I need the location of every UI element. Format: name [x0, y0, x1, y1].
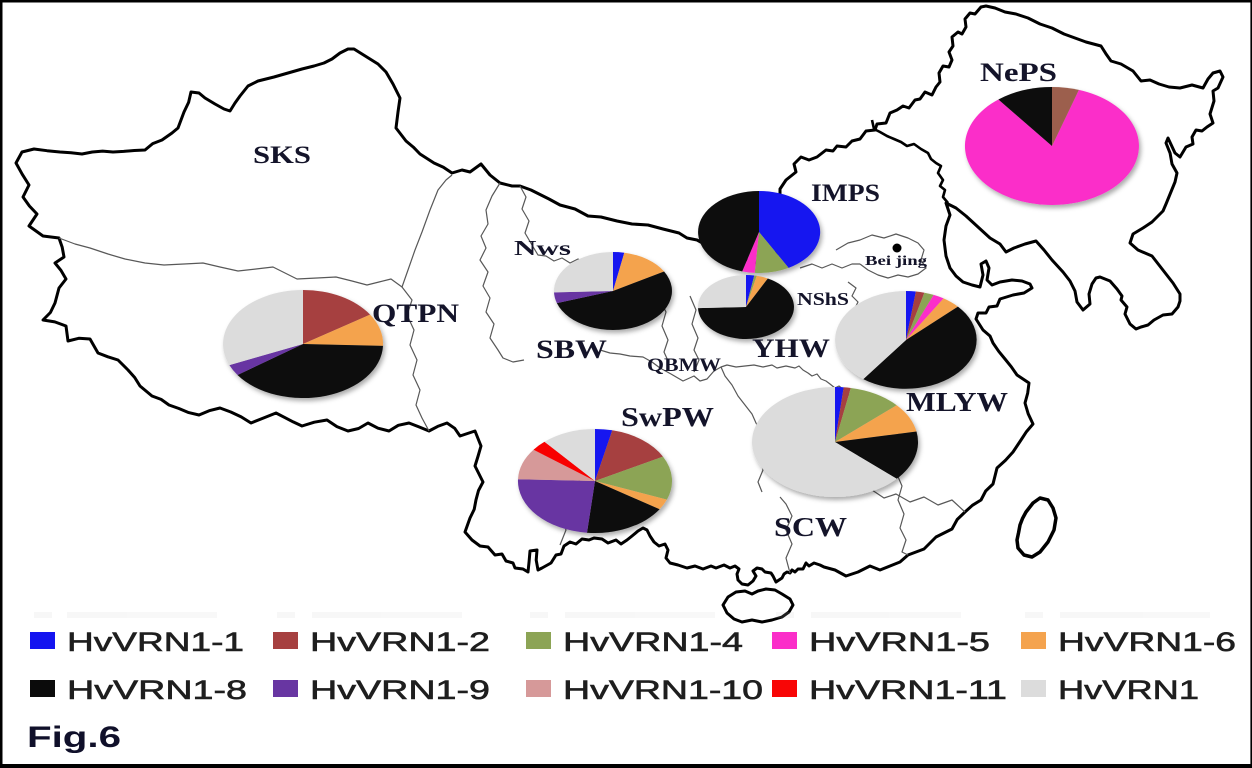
- svg-text:QTPN: QTPN: [372, 299, 459, 328]
- svg-text:HvVRN1-2: HvVRN1-2: [310, 627, 490, 657]
- svg-text:IMPS: IMPS: [811, 178, 880, 207]
- svg-text:NShS: NShS: [797, 289, 849, 309]
- svg-text:Fig.6: Fig.6: [27, 721, 121, 754]
- svg-text:SBW: SBW: [536, 335, 607, 364]
- svg-text:HvVRN1-8: HvVRN1-8: [67, 675, 247, 705]
- svg-text:HvVRN1-5: HvVRN1-5: [809, 627, 990, 657]
- svg-text:SCW: SCW: [774, 512, 847, 542]
- svg-text:QBMW: QBMW: [647, 355, 721, 376]
- svg-text:Nws: Nws: [514, 236, 571, 260]
- svg-text:HvVRN1-4: HvVRN1-4: [563, 627, 743, 657]
- svg-text:HvVRN1-1: HvVRN1-1: [67, 627, 244, 657]
- svg-text:MLYW: MLYW: [906, 387, 1008, 417]
- svg-text:Bei jing: Bei jing: [865, 254, 927, 269]
- svg-text:HvVRN1-11: HvVRN1-11: [809, 675, 1007, 705]
- svg-text:HvVRN1-10: HvVRN1-10: [563, 675, 763, 705]
- svg-text:HvVRN1-6: HvVRN1-6: [1058, 627, 1236, 657]
- svg-text:NePS: NePS: [980, 57, 1057, 87]
- svg-text:SKS: SKS: [253, 142, 311, 169]
- svg-text:HvVRN1: HvVRN1: [1058, 675, 1199, 705]
- svg-text:SwPW: SwPW: [621, 402, 714, 432]
- svg-text:HvVRN1-9: HvVRN1-9: [310, 675, 490, 705]
- svg-text:YHW: YHW: [752, 333, 831, 363]
